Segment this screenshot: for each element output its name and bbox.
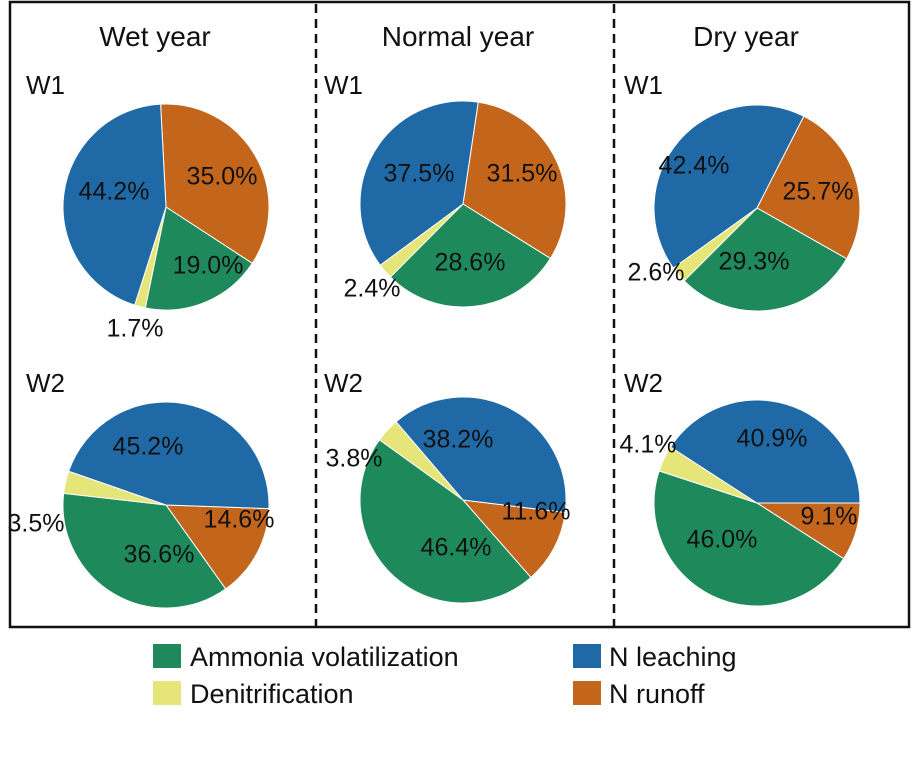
row-label-w1-wet: W1: [26, 70, 65, 100]
row-label-w1-dry: W1: [624, 70, 663, 100]
data-label-denitrification: 2.6%: [628, 259, 685, 287]
data-label-n-runoff: 35.0%: [187, 163, 258, 191]
row-label-w2-wet: W2: [26, 368, 65, 398]
pie-charts: [62, 100, 861, 609]
data-label-n-leaching: 45.2%: [113, 433, 184, 461]
data-label-n-leaching: 44.2%: [79, 178, 150, 206]
pie-w2-dry-year: [653, 399, 861, 607]
data-label-ammonia-volatilization: 46.4%: [421, 534, 492, 562]
pie-w1-normal-year: [359, 100, 567, 308]
row-label-w2-dry: W2: [624, 368, 663, 398]
data-label-denitrification: 3.5%: [8, 510, 65, 538]
data-label-denitrification: 2.4%: [344, 275, 401, 303]
pie-w1-dry-year: [653, 104, 861, 312]
pie-slice-ammonia-volatilization: [359, 439, 532, 604]
data-label-n-leaching: 37.5%: [384, 160, 455, 188]
pie-slice-ammonia-volatilization: [144, 206, 253, 311]
data-label-n-runoff: 25.7%: [783, 178, 854, 206]
pie-slice-ammonia-volatilization: [389, 203, 552, 308]
pie-slice-ammonia-volatilization: [653, 470, 845, 607]
legend-swatch-n-runoff: [573, 681, 601, 705]
legend-label-denitrification: Denitrification: [190, 679, 354, 709]
pie-slice-ammonia-volatilization: [62, 492, 227, 609]
pie-slice-n-leaching: [68, 401, 270, 510]
data-label-ammonia-volatilization: 28.6%: [435, 249, 506, 277]
pie-slice-n-runoff: [462, 101, 567, 260]
data-label-denitrification: 1.7%: [107, 315, 164, 343]
data-label-ammonia-volatilization: 46.0%: [687, 526, 758, 554]
data-label-n-runoff: 11.6%: [501, 498, 570, 526]
data-label-denitrification: 3.8%: [326, 445, 383, 473]
row-label-w1-normal: W1: [324, 70, 363, 100]
data-label-ammonia-volatilization: 19.0%: [173, 252, 244, 280]
data-label-ammonia-volatilization: 36.6%: [124, 541, 195, 569]
legend-swatch-denitrification: [153, 681, 181, 705]
pie-slice-n-runoff: [756, 115, 861, 260]
pie-slice-ammonia-volatilization: [683, 207, 848, 312]
data-label-ammonia-volatilization: 29.3%: [719, 248, 790, 276]
pie-slice-n-leaching: [359, 100, 479, 266]
data-label-denitrification: 4.1%: [620, 431, 677, 459]
pie-w2-normal-year: [359, 396, 567, 604]
pie-slice-n-leaching: [395, 396, 567, 514]
pie-w2-wet-year: [62, 401, 270, 609]
legend-swatch-n-leaching: [573, 644, 601, 668]
figure-frame: [8, 0, 911, 629]
legend-label-n-leaching: N leaching: [609, 642, 737, 672]
pie-slice-n-leaching: [669, 399, 861, 504]
legend-swatch-ammonia-volatilization: [153, 644, 181, 668]
column-title-dry-year: Dry year: [693, 21, 799, 52]
data-label-n-leaching: 40.9%: [737, 425, 808, 453]
column-title-normal-year: Normal year: [382, 21, 534, 52]
data-label-n-runoff: 9.1%: [801, 503, 858, 531]
pie-slice-n-runoff: [165, 504, 270, 590]
legend-label-n-runoff: N runoff: [609, 679, 705, 709]
data-label-n-runoff: 31.5%: [487, 160, 558, 188]
pie-w1-wet-year: [62, 103, 270, 311]
legend: Ammonia volatilization Denitrification N…: [153, 642, 737, 709]
pie-slice-n-leaching: [653, 104, 805, 269]
data-label-n-leaching: 42.4%: [659, 152, 730, 180]
data-label-n-runoff: 14.6%: [204, 506, 275, 534]
column-title-wet-year: Wet year: [99, 21, 211, 52]
pie-slice-n-leaching: [62, 103, 167, 306]
row-label-w2-normal: W2: [324, 368, 363, 398]
percentage-labels: 44.2% 1.7% 19.0% 35.0% 37.5% 2.4% 28.6% 31.5% 42…: [8, 152, 858, 569]
data-label-n-leaching: 38.2%: [423, 426, 494, 454]
pie-slice-n-runoff: [461, 499, 566, 579]
legend-label-ammonia-volatilization: Ammonia volatilization: [190, 642, 459, 672]
pie-slice-n-runoff: [160, 103, 270, 264]
